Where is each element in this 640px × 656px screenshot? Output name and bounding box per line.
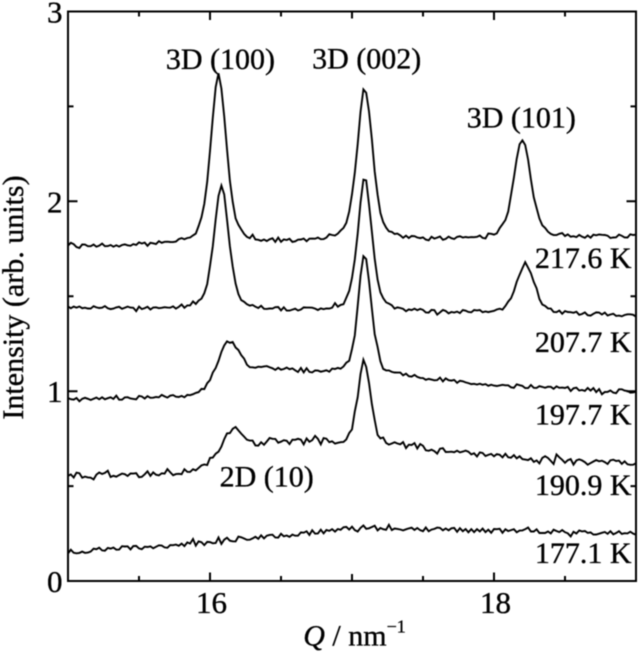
svg-text:3: 3 [47,0,63,30]
svg-text:217.6 K: 217.6 K [535,242,632,275]
svg-text:197.7 K: 197.7 K [535,399,632,432]
svg-text:2D (10): 2D (10) [220,461,314,494]
svg-text:177.1 K: 177.1 K [535,537,632,570]
svg-text:18: 18 [480,585,511,620]
svg-text:0: 0 [47,564,63,599]
svg-text:190.9 K: 190.9 K [535,469,632,502]
svg-text:207.7 K: 207.7 K [535,326,632,359]
svg-text:Intensity (arb. units): Intensity (arb. units) [0,175,30,419]
svg-text:3D (002): 3D (002) [312,43,421,76]
svg-text:1: 1 [47,374,63,409]
svg-text:3D (101): 3D (101) [467,102,576,135]
svg-text:3D (100): 3D (100) [166,43,275,76]
svg-text:16: 16 [196,585,227,620]
svg-text:2: 2 [47,184,63,219]
